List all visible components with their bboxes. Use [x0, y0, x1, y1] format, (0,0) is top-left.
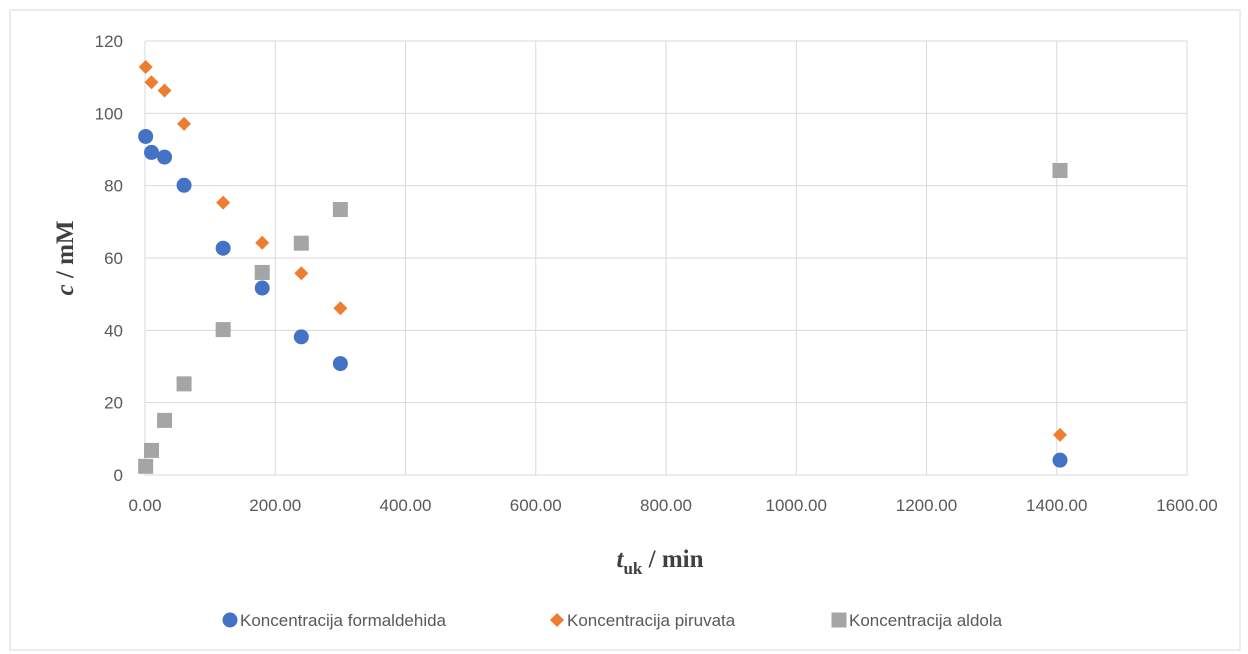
gridlines [144, 40, 1188, 476]
x-axis-title-unit: / min [642, 546, 703, 573]
data-point-circle [176, 177, 192, 193]
data-point-circle [144, 144, 160, 160]
y-tick-label: 40 [104, 321, 123, 340]
data-point-square [254, 264, 270, 280]
data-point-circle [293, 329, 309, 345]
series-square [138, 162, 1068, 474]
x-tick-label: 400.00 [380, 496, 432, 515]
data-point-diamond [157, 83, 172, 98]
y-axis-title: c / mM [52, 221, 79, 296]
data-points [138, 60, 1068, 474]
series-diamond [138, 60, 1068, 442]
data-point-circle [332, 356, 348, 372]
x-tick-label: 600.00 [510, 496, 562, 515]
data-point-square [157, 412, 173, 428]
x-tick-label: 1600.00 [1156, 496, 1217, 515]
y-axis-title-unit: / mM [52, 221, 79, 285]
data-point-square [1052, 162, 1068, 178]
data-point-diamond [216, 195, 231, 210]
y-tick-label: 20 [104, 394, 123, 413]
data-point-square [332, 202, 348, 218]
y-tick-label: 80 [104, 177, 123, 196]
data-point-diamond [255, 235, 270, 250]
data-point-circle [1052, 452, 1068, 468]
x-tick-label: 1200.00 [896, 496, 957, 515]
y-tick-label: 0 [114, 466, 123, 485]
data-point-diamond [1053, 427, 1068, 442]
x-axis-title: tuk / min [617, 546, 704, 578]
series-circle [138, 128, 1068, 468]
data-point-circle [254, 280, 270, 296]
legend-label: Koncentracija piruvata [567, 611, 736, 630]
data-point-diamond [333, 301, 348, 316]
y-axis-title-variable: c [52, 284, 79, 295]
data-point-square [293, 235, 309, 251]
data-point-circle [157, 149, 173, 165]
data-point-circle [215, 240, 231, 256]
data-point-diamond [177, 116, 192, 131]
data-point-diamond [144, 75, 159, 90]
x-tick-labels: 0.00 200.00 400.00 600.00 800.00 1000.00 1200.… [128, 496, 1217, 515]
data-point-square [138, 458, 154, 474]
data-point-diamond [294, 266, 309, 281]
x-tick-label: 0.00 [128, 496, 161, 515]
legend-marker-circle [222, 612, 238, 628]
y-tick-label: 120 [95, 32, 123, 51]
y-tick-label: 100 [95, 104, 123, 123]
legend-item: Koncentracija formaldehida [222, 611, 447, 630]
legend-item: Koncentracija piruvata [550, 611, 736, 630]
legend-marker-square [831, 612, 847, 628]
legend-label: Koncentracija aldola [849, 611, 1003, 630]
data-point-circle [138, 128, 154, 144]
y-tick-labels: 0 20 40 60 80 100 120 [95, 32, 123, 485]
legend: Koncentracija formaldehida Koncentracija … [222, 611, 1003, 630]
x-tick-label: 800.00 [640, 496, 692, 515]
legend-item: Koncentracija aldola [831, 611, 1003, 630]
y-tick-label: 60 [104, 249, 123, 268]
data-point-square [215, 322, 231, 338]
x-axis-title-variable: t [617, 546, 625, 573]
x-tick-label: 1000.00 [766, 496, 827, 515]
legend-marker-diamond [550, 613, 564, 627]
data-point-diamond [138, 60, 153, 75]
legend-label: Koncentracija formaldehida [240, 611, 447, 630]
data-point-square [144, 442, 160, 458]
x-tick-label: 200.00 [249, 496, 301, 515]
x-tick-label: 1400.00 [1026, 496, 1087, 515]
data-point-square [176, 376, 192, 392]
x-axis-title-subscript: uk [623, 559, 642, 578]
